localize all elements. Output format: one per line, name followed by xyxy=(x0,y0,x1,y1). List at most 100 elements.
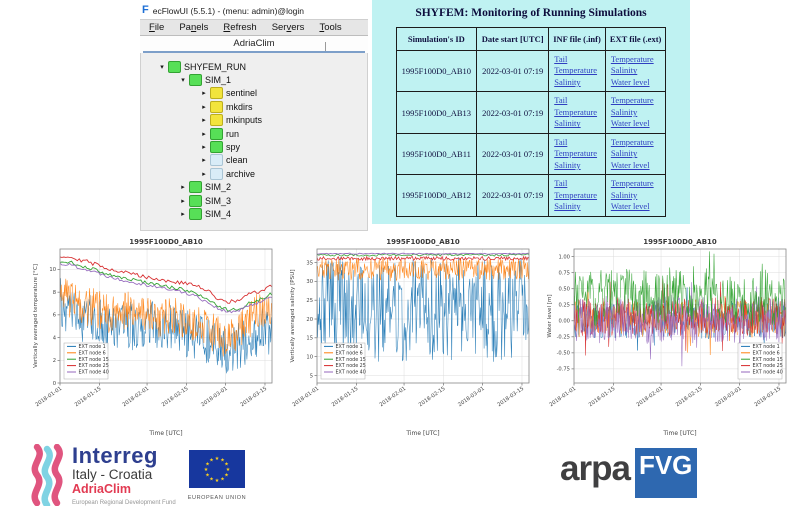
inf-file-link[interactable]: Temperature xyxy=(554,106,598,117)
expanded-arrow-icon[interactable]: ▾ xyxy=(181,77,185,85)
svg-text:2018-02-15: 2018-02-15 xyxy=(675,386,704,409)
node-state-icon xyxy=(189,181,202,194)
node-state-icon xyxy=(168,60,181,73)
menu-refresh[interactable]: Refresh xyxy=(223,22,257,33)
ext-file-link[interactable]: Temperature xyxy=(610,54,654,64)
chart-title: 1995F100D0_AB10 xyxy=(129,238,203,246)
arpa-fvg-logo: arpa FVG xyxy=(560,448,697,498)
node-state-icon xyxy=(210,100,223,113)
collapsed-arrow-icon[interactable]: ▸ xyxy=(202,144,206,152)
expanded-arrow-icon[interactable]: ▾ xyxy=(160,63,164,71)
tree-item-mkdirs[interactable]: ▸ mkdirs xyxy=(141,100,367,113)
menu-servers[interactable]: Servers xyxy=(271,22,305,33)
series-ext-node-15 xyxy=(60,260,272,312)
tab-adriaclim[interactable]: AdriaClim xyxy=(233,38,275,49)
collapsed-arrow-icon[interactable]: ▸ xyxy=(202,130,206,138)
collapsed-arrow-icon[interactable]: ▸ xyxy=(202,157,206,165)
tree-item-spy[interactable]: ▸ spy xyxy=(141,140,367,154)
table-row: 1995F100D0_AB13 2022-03-01 07:19 Tail Tempe… xyxy=(395,91,667,134)
menu-file[interactable]: File xyxy=(149,22,165,33)
x-axis-label: Time [UTC] xyxy=(405,430,439,437)
inf-file-link[interactable]: Salinity xyxy=(554,76,581,87)
tree-item-shyfem_run[interactable]: ▾ SHYFEM_RUN xyxy=(141,60,367,73)
collapsed-arrow-icon[interactable]: ▸ xyxy=(202,90,206,98)
node-state-icon xyxy=(189,74,202,87)
ecflow-app-icon: F xyxy=(142,4,149,16)
simulation-id: 1995F100D0_AB10 xyxy=(395,49,478,93)
ext-file-link[interactable]: Water level xyxy=(610,76,650,87)
collapsed-arrow-icon[interactable]: ▸ xyxy=(181,210,185,218)
tree-item-run[interactable]: ▸ run xyxy=(141,127,367,140)
svg-text:10: 10 xyxy=(49,267,56,273)
interreg-logo: Interreg Italy - Croatia AdriaClim Europ… xyxy=(30,444,246,507)
tree-item-archive[interactable]: ▸ archive xyxy=(141,167,367,180)
tree-item-label: mkdirs xyxy=(226,101,253,112)
svg-text:6: 6 xyxy=(53,313,56,319)
tree-item-sentinel[interactable]: ▸ sentinel xyxy=(141,87,367,100)
tree-item-sim_3[interactable]: ▸ SIM_3 xyxy=(141,194,367,207)
ext-file-link[interactable]: Salinity xyxy=(610,148,638,159)
ext-file-link[interactable]: Water level xyxy=(610,159,650,170)
tree-item-mkinputs[interactable]: ▸ mkinputs xyxy=(141,114,367,127)
eu-star-icon: ★ xyxy=(205,472,210,478)
ext-file-link[interactable]: Temperature xyxy=(610,178,654,189)
ext-file: Temperature Salinity Water level xyxy=(604,49,667,93)
collapsed-arrow-icon[interactable]: ▸ xyxy=(202,103,206,111)
ext-file-link[interactable]: Water level xyxy=(610,118,650,129)
svg-text:-0.25: -0.25 xyxy=(557,335,570,341)
svg-text:25: 25 xyxy=(306,298,313,304)
inf-file-link[interactable]: Temperature xyxy=(554,65,598,76)
table-row: 1995F100D0_AB11 2022-03-01 07:19 Tail Tempe… xyxy=(395,132,667,176)
ext-file-link[interactable]: Water level xyxy=(610,201,650,212)
inf-file-link[interactable]: Tail xyxy=(554,95,568,106)
tree-item-sim_1[interactable]: ▾ SIM_1 xyxy=(141,73,367,87)
collapsed-arrow-icon[interactable]: ▸ xyxy=(202,117,206,125)
ext-file-link[interactable]: Salinity xyxy=(610,189,638,200)
ext-file-link[interactable]: Temperature xyxy=(610,95,654,106)
ext-file-link[interactable]: Salinity xyxy=(610,65,638,76)
tree-item-clean[interactable]: ▸ clean xyxy=(141,154,367,167)
inf-file-link[interactable]: Salinity xyxy=(554,159,581,170)
tree-item-sim_4[interactable]: ▸ SIM_4 xyxy=(141,207,367,220)
ext-file-link[interactable]: Salinity xyxy=(610,106,638,117)
svg-text:4: 4 xyxy=(53,335,57,341)
legend-entry: EXT node 6 xyxy=(753,350,780,356)
collapsed-arrow-icon[interactable]: ▸ xyxy=(181,184,185,192)
menu-panels[interactable]: Panels xyxy=(179,22,209,33)
ext-file-link[interactable]: Temperature xyxy=(610,136,654,147)
tree-item-sim_2[interactable]: ▸ SIM_2 xyxy=(141,181,367,194)
server-tab-row: AdriaClim xyxy=(140,36,368,53)
simulation-id: 1995F100D0_AB12 xyxy=(395,174,478,217)
table-row: 1995F100D0_AB10 2022-03-01 07:19 Tail Tempe… xyxy=(395,49,667,93)
collapsed-arrow-icon[interactable]: ▸ xyxy=(202,170,206,178)
eu-star-icon: ★ xyxy=(220,476,225,482)
inf-file-link[interactable]: Salinity xyxy=(554,201,581,212)
eu-star-icon: ★ xyxy=(226,467,231,473)
y-axis-label: Vertically averaged temperature [°C] xyxy=(33,264,39,368)
svg-text:15: 15 xyxy=(306,336,313,342)
inf-file-link[interactable]: Salinity xyxy=(554,118,581,129)
inf-file-link[interactable]: Temperature xyxy=(554,148,598,159)
inf-file-link[interactable]: Tail xyxy=(554,178,568,189)
inf-file-link[interactable]: Temperature xyxy=(554,189,598,200)
ext-file: Temperature Salinity Water level xyxy=(604,174,667,217)
eu-star-icon: ★ xyxy=(204,467,209,473)
window-title-bar: F ecFlowUI (5.5.1) - (menu: admin)@login xyxy=(140,4,368,19)
svg-text:2018-03-15: 2018-03-15 xyxy=(496,386,525,409)
inf-file: Tail Temperature Salinity xyxy=(548,91,606,134)
svg-text:2018-01-15: 2018-01-15 xyxy=(588,386,617,409)
inf-file-link[interactable]: Tail xyxy=(554,54,568,64)
column-header: EXT file (.ext) xyxy=(604,27,667,51)
svg-text:2018-01-01: 2018-01-01 xyxy=(548,386,577,409)
inf-file-link[interactable]: Tail xyxy=(554,136,568,147)
menu-tools[interactable]: Tools xyxy=(319,22,342,33)
node-state-icon xyxy=(210,141,223,154)
legend-entry: EXT node 1 xyxy=(79,344,106,350)
simulation-id: 1995F100D0_AB11 xyxy=(395,132,478,176)
svg-text:2: 2 xyxy=(53,358,56,364)
date-start: 2022-03-01 07:19 xyxy=(476,174,550,217)
collapsed-arrow-icon[interactable]: ▸ xyxy=(181,197,185,205)
shyfem-monitor-panel: SHYFEM: Monitoring of Running Simulation… xyxy=(372,0,690,224)
